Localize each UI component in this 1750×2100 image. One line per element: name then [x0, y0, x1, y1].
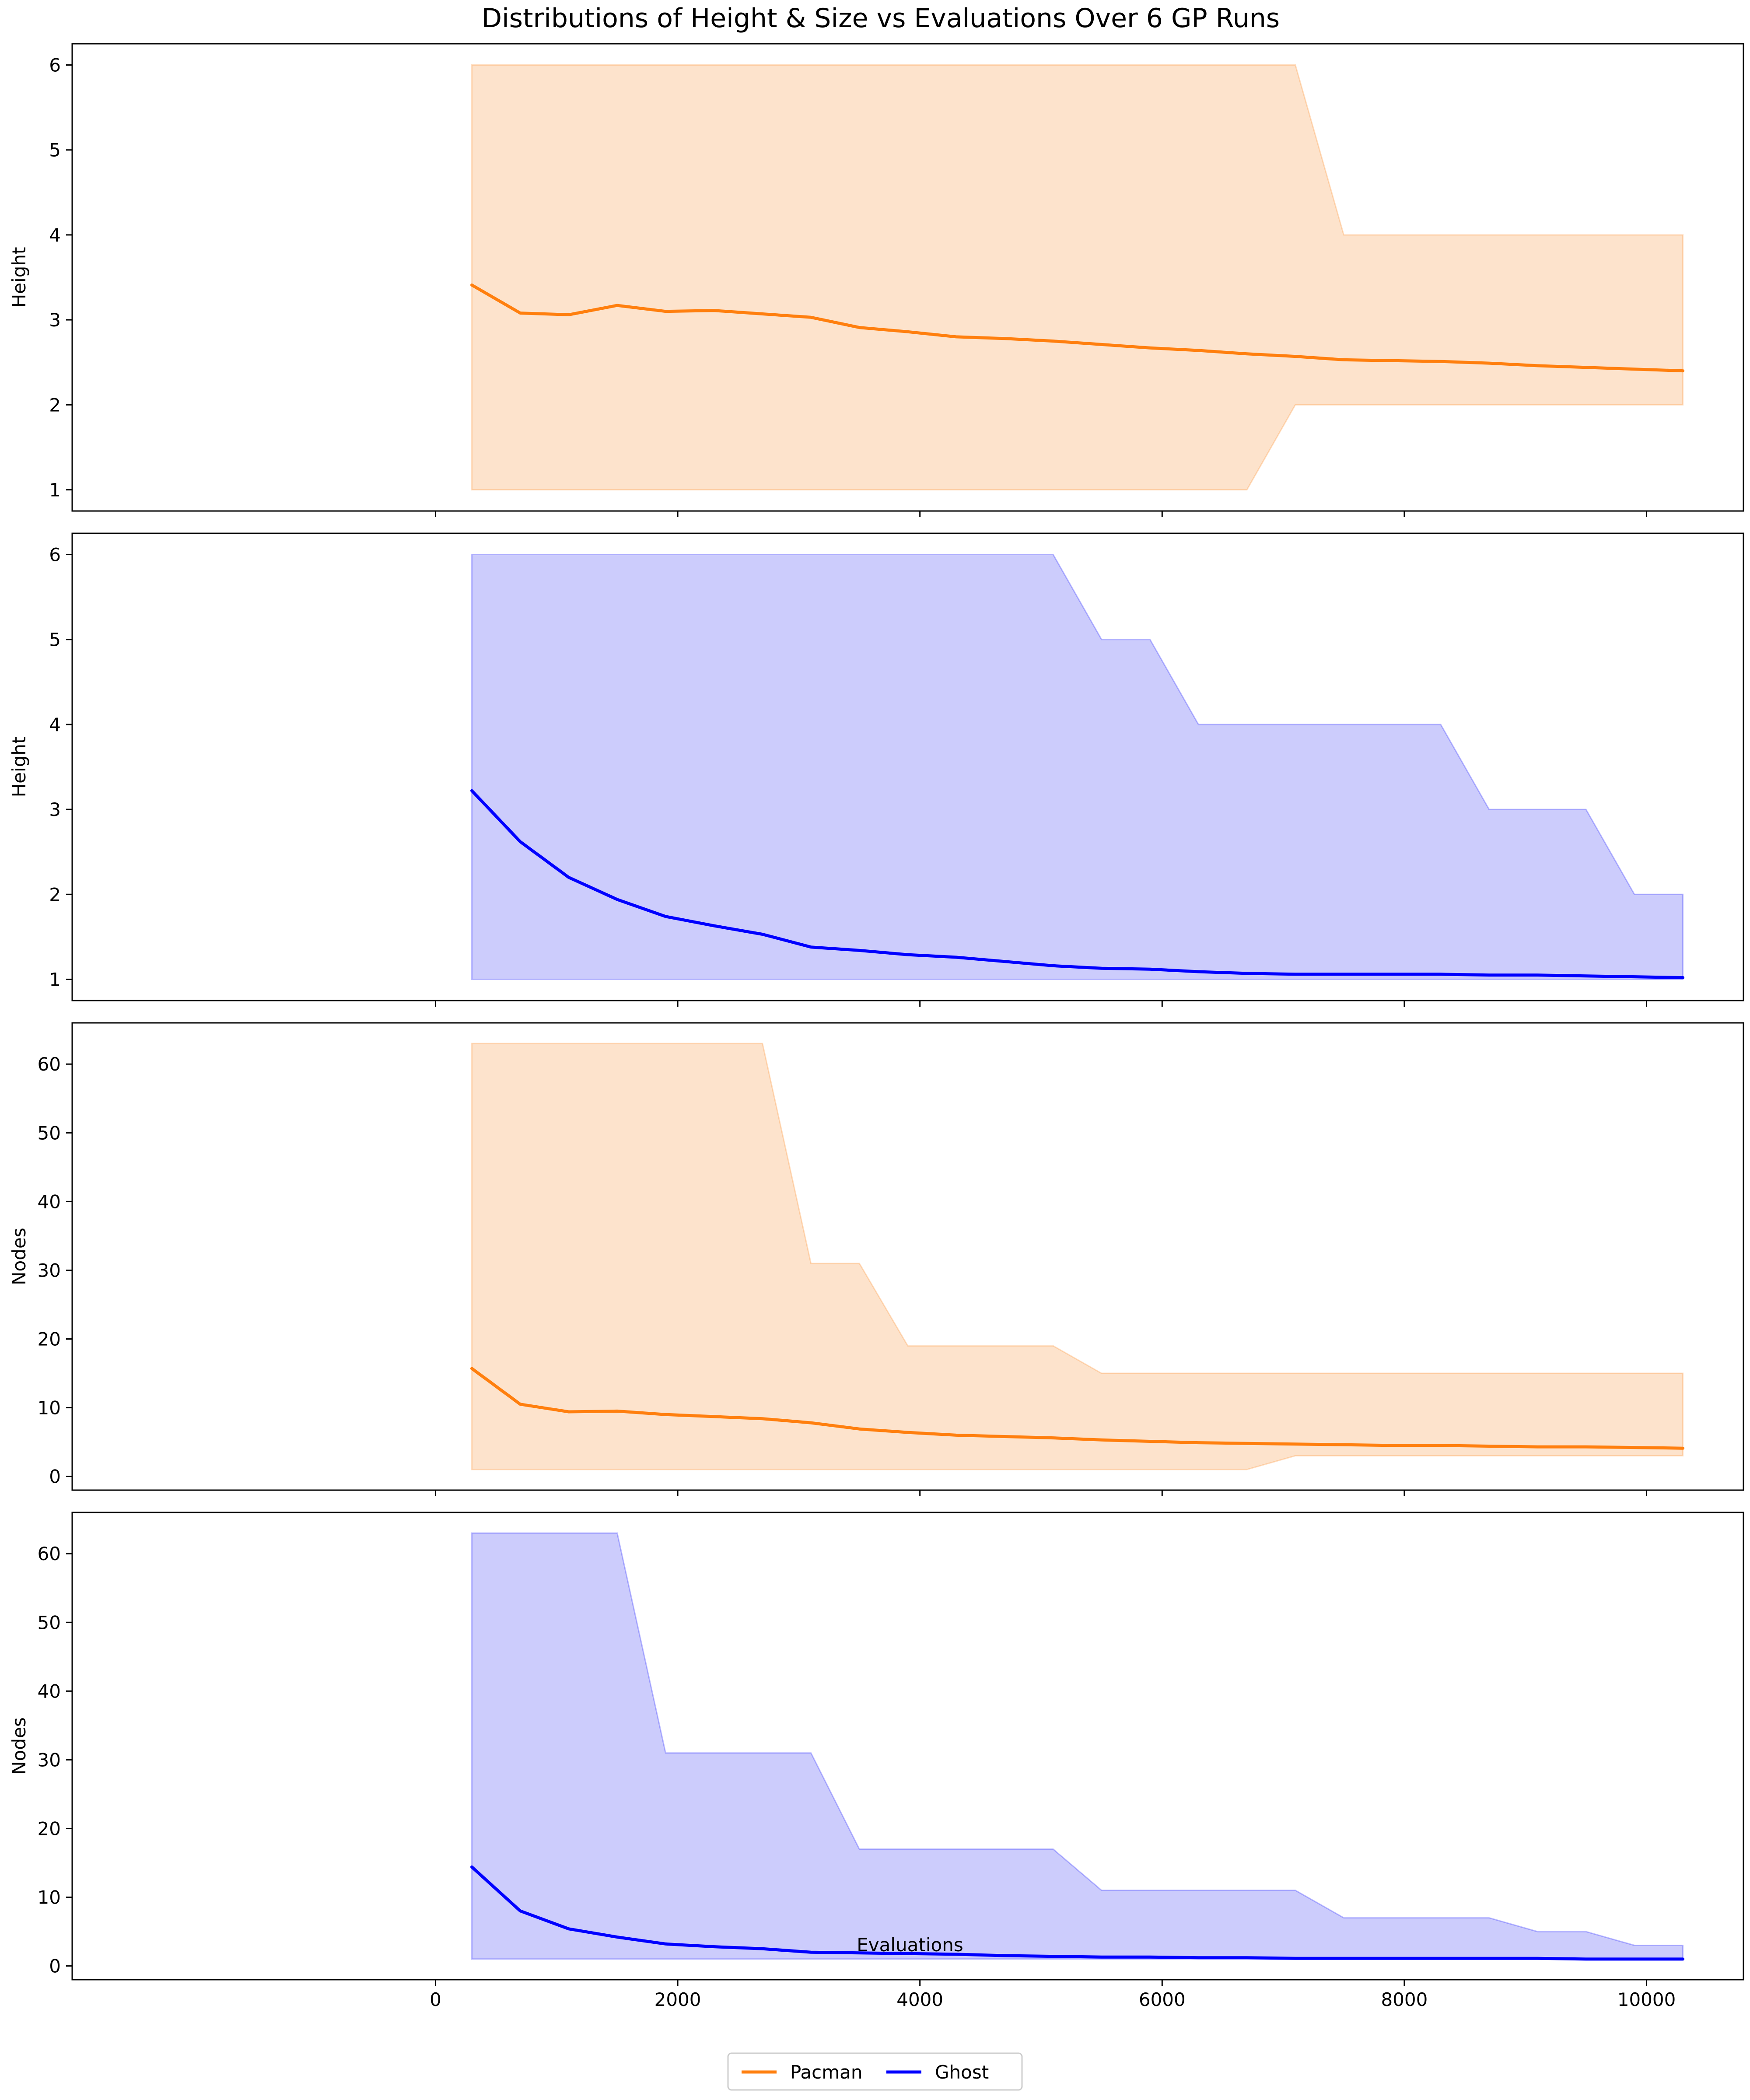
y-tick-label: 30 [38, 1260, 61, 1281]
y-tick-label: 0 [49, 1466, 61, 1488]
y-axis-label: Height [8, 247, 30, 308]
mean-line-pacman [470, 284, 1685, 373]
x-tick-label: 4000 [896, 1989, 943, 2010]
y-tick-label: 10 [38, 1887, 61, 1908]
y-tick-label: 50 [38, 1122, 61, 1144]
panel-1: 1 2 3 4 5 6 Height [8, 43, 1744, 517]
y-tick-label: 4 [49, 224, 61, 246]
range-band-ghost [471, 554, 1684, 980]
legend-label-ghost: Ghost [935, 2062, 989, 2083]
y-tick-label: 40 [38, 1191, 61, 1212]
figure-title: Distributions of Height & Size vs Evalua… [482, 3, 1280, 34]
axes-frame [71, 532, 1744, 1001]
panel-2: 1 2 3 4 5 6 Height [8, 532, 1744, 1007]
legend-frame [727, 2052, 1023, 2091]
y-tick-label: 60 [38, 1543, 61, 1564]
mean-line-pacman [470, 1367, 1685, 1450]
y-tick-label: 1 [49, 969, 61, 990]
y-axis-label: Nodes [8, 1717, 30, 1775]
y-tick-label: 5 [49, 629, 61, 651]
y-tick-label: 20 [38, 1818, 61, 1839]
legend: Pacman Ghost [727, 2052, 1023, 2091]
y-tick-label: 2 [49, 394, 61, 416]
y-tick-label: 6 [49, 55, 61, 76]
panel-4: 0 10 20 30 40 50 60 0 2000 4000 6000 8000 10000 Nodes [8, 1512, 1744, 2010]
x-tick-label: 6000 [1139, 1989, 1186, 2010]
y-tick-label: 10 [38, 1397, 61, 1419]
y-tick-label: 2 [49, 884, 61, 905]
range-band-pacman [471, 1043, 1684, 1470]
y-tick-label: 20 [38, 1328, 61, 1350]
y-tick-label: 1 [49, 479, 61, 500]
axes-frame [71, 1022, 1744, 1491]
y-tick-label: 40 [38, 1680, 61, 1702]
y-axis-label: Height [8, 737, 30, 798]
y-tick-label: 0 [49, 1956, 61, 1977]
x-tick-label: 8000 [1381, 1989, 1428, 2010]
panels: 1 2 3 4 5 6 Height 1 2 3 4 5 6 Height 0 10 20 30 40 50 60 Nod… [8, 43, 1744, 2010]
x-tick-label: 2000 [654, 1989, 701, 2010]
y-tick-label: 50 [38, 1612, 61, 1633]
y-tick-label: 3 [49, 799, 61, 820]
y-tick-label: 6 [49, 544, 61, 566]
y-tick-label: 4 [49, 714, 61, 735]
panel-3: 0 10 20 30 40 50 60 Nodes [8, 1022, 1744, 1496]
y-tick-label: 60 [38, 1054, 61, 1075]
axes-frame [71, 1512, 1744, 1981]
legend-label-pacman: Pacman [790, 2062, 863, 2083]
range-band-pacman [471, 64, 1684, 490]
y-tick-label: 5 [49, 140, 61, 161]
axes-frame [71, 43, 1744, 512]
x-tick-label: 10000 [1617, 1989, 1676, 2010]
y-axis-label: Nodes [8, 1228, 30, 1285]
y-tick-label: 3 [49, 309, 61, 331]
y-tick-label: 30 [38, 1749, 61, 1771]
mean-line-ghost [470, 789, 1685, 980]
mean-line-ghost [470, 1865, 1685, 1961]
x-axis-label: Evaluations [857, 1934, 963, 1956]
x-tick-label: 0 [430, 1989, 441, 2010]
